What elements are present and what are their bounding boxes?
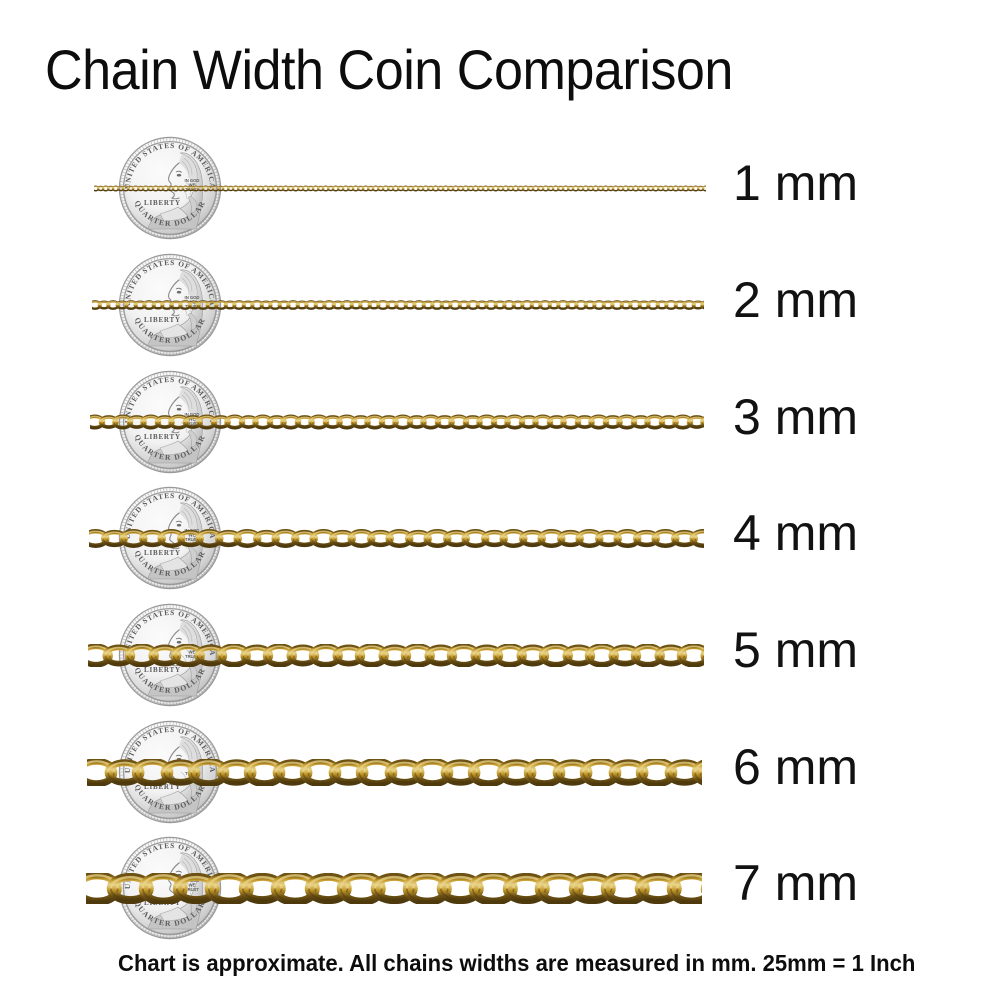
svg-text:LIBERTY: LIBERTY — [144, 549, 181, 557]
chain-row: UNITED STATES OF AMERICA QUARTER DOLLAR … — [0, 603, 1000, 719]
chain-row: UNITED STATES OF AMERICA QUARTER DOLLAR … — [0, 486, 1000, 602]
svg-text:TRUST: TRUST — [185, 654, 199, 659]
chain-strand-graphic — [94, 185, 706, 191]
svg-text:LIBERTY: LIBERTY — [144, 199, 181, 207]
quarter-coin-graphic: UNITED STATES OF AMERICA QUARTER DOLLAR … — [118, 136, 222, 240]
svg-text:TRUST: TRUST — [185, 304, 199, 309]
chain-row: UNITED STATES OF AMERICA QUARTER DOLLAR … — [0, 253, 1000, 369]
chain-row: UNITED STATES OF AMERICA QUARTER DOLLAR … — [0, 136, 1000, 252]
svg-text:TRUST: TRUST — [185, 537, 199, 542]
chain-width-label: 7 mm — [733, 855, 858, 911]
chain-strand — [86, 872, 702, 904]
chain-strand-graphic — [88, 643, 704, 667]
page-title: Chain Width Coin Comparison — [45, 38, 733, 101]
svg-text:IN GOD: IN GOD — [185, 178, 200, 183]
chain-strand-graphic — [90, 414, 704, 430]
svg-text:TRUST: TRUST — [185, 887, 199, 892]
svg-text:TRUST: TRUST — [185, 421, 199, 426]
svg-text:IN GOD: IN GOD — [185, 295, 200, 300]
chain-width-label: 5 mm — [733, 622, 858, 678]
svg-text:LIBERTY: LIBERTY — [144, 316, 181, 324]
chain-strand-graphic — [87, 758, 702, 786]
chain-strand-graphic — [92, 300, 704, 310]
svg-text:LIBERTY: LIBERTY — [144, 783, 181, 791]
chain-strand — [89, 528, 704, 548]
chain-strand — [88, 643, 704, 667]
footnote-text: Chart is approximate. All chains widths … — [118, 950, 916, 976]
svg-text:WE: WE — [189, 533, 196, 538]
svg-text:WE: WE — [189, 883, 196, 888]
chain-width-label: 4 mm — [733, 505, 858, 561]
chain-width-label: 2 mm — [733, 272, 858, 328]
chain-width-label: 1 mm — [733, 155, 858, 211]
quarter-coin: UNITED STATES OF AMERICA QUARTER DOLLAR … — [118, 136, 222, 240]
chain-row: UNITED STATES OF AMERICA QUARTER DOLLAR … — [0, 836, 1000, 952]
svg-text:WE: WE — [189, 650, 196, 655]
chain-width-label: 3 mm — [733, 389, 858, 445]
svg-text:LIBERTY: LIBERTY — [144, 433, 181, 441]
svg-text:WE: WE — [189, 183, 196, 188]
chain-strand — [94, 184, 706, 193]
chain-strand-graphic — [86, 872, 702, 904]
chain-width-label: 6 mm — [733, 739, 858, 795]
svg-text:IN GOD: IN GOD — [185, 412, 200, 417]
chain-row: UNITED STATES OF AMERICA QUARTER DOLLAR … — [0, 720, 1000, 836]
chain-strand — [90, 414, 704, 430]
chain-strand — [87, 758, 702, 786]
chain-strand-graphic — [89, 528, 704, 548]
chain-row: UNITED STATES OF AMERICA QUARTER DOLLAR … — [0, 370, 1000, 486]
svg-text:LIBERTY: LIBERTY — [144, 666, 181, 674]
chain-strand — [92, 299, 704, 311]
svg-text:WE: WE — [189, 417, 196, 422]
